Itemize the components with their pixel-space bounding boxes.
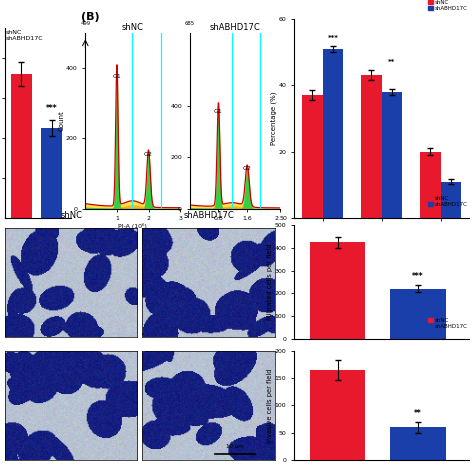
Bar [391,289,446,339]
Bar [310,242,365,339]
Bar [310,370,365,460]
Text: 499: 499 [81,21,91,26]
Bar [322,49,343,218]
Y-axis label: Invasive cells per field: Invasive cells per field [267,368,273,443]
Title: shABHD17C: shABHD17C [209,23,260,32]
Text: 685: 685 [185,21,195,26]
Text: 10 μm: 10 μm [226,444,244,449]
Y-axis label: Migrated cells per field: Migrated cells per field [267,244,273,320]
Legend: shNC, shABHD17C: shNC, shABHD17C [426,0,470,13]
Text: ***: *** [328,35,338,41]
Text: (B): (B) [81,12,99,22]
Text: shABHD17C: shABHD17C [183,211,234,220]
Text: G2: G2 [243,166,252,171]
Title: shNC: shNC [122,23,144,32]
Legend: shNC, shABHD17C: shNC, shABHD17C [426,315,470,331]
Text: G1: G1 [112,74,121,79]
Text: shNC
shABHD17C: shNC shABHD17C [6,30,44,41]
Bar [302,95,322,218]
Text: **: ** [414,409,422,418]
Text: ***: *** [46,104,57,113]
Text: **: ** [388,59,395,65]
Legend: shNC, shABHD17C: shNC, shABHD17C [426,194,470,210]
Text: G1: G1 [214,109,223,114]
Bar [420,152,441,218]
X-axis label: PI-A (10⁶): PI-A (10⁶) [118,223,147,228]
Bar [41,128,62,218]
Bar [11,74,32,218]
Y-axis label: Percentage (%): Percentage (%) [271,92,277,145]
Bar [382,92,402,218]
Text: ***: *** [412,273,424,282]
Y-axis label: Count: Count [59,110,64,131]
Text: shNC: shNC [60,211,82,220]
Bar [441,182,461,218]
Text: G2: G2 [144,152,153,157]
Bar [391,427,446,460]
Bar [361,75,382,218]
